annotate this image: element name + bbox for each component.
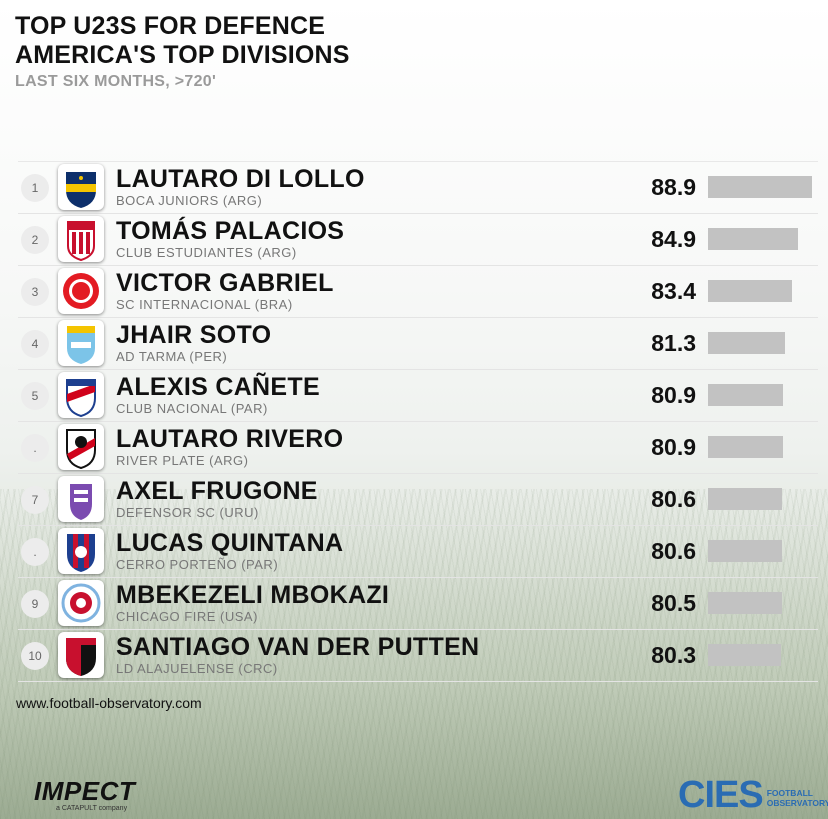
table-row: 3 VICTOR GABRIEL SC INTERNACIONAL (BRA) 83.… (18, 266, 818, 318)
impect-logo: IMPECT a CATAPULT company (34, 776, 135, 812)
score-bar (708, 228, 798, 250)
bar-track (708, 280, 812, 302)
score-bar (708, 644, 782, 666)
footer-url[interactable]: www.football-observatory.com (16, 695, 202, 711)
bar-track (708, 644, 812, 666)
table-row: 1 LAUTARO DI LOLLO BOCA JUNIORS (ARG) 88.9 (18, 161, 818, 214)
rank-badge: . (21, 434, 49, 462)
score-bar (708, 176, 812, 198)
alajuelense-crest-icon (58, 632, 104, 678)
bar-track (708, 332, 812, 354)
rank-badge: 9 (21, 590, 49, 618)
score-bar (708, 488, 783, 510)
cies-logo: CIES FOOTBALL OBSERVATORY (678, 776, 828, 814)
club-name: AD TARMA (PER) (116, 349, 228, 364)
table-row: 5 ALEXIS CAÑETE CLUB NACIONAL (PAR) 80.9 (18, 370, 818, 422)
bar-track (708, 176, 812, 198)
grass-background (0, 489, 828, 819)
impect-tagline: a CATAPULT company (56, 805, 128, 812)
score-value: 80.5 (651, 590, 696, 616)
table-row: 7 AXEL FRUGONE DEFENSOR SC (URU) 80.6 (18, 474, 818, 526)
rank-badge: 1 (21, 174, 49, 202)
table-row: 4 JHAIR SOTO AD TARMA (PER) 81.3 (18, 318, 818, 370)
score-value: 88.9 (651, 174, 696, 200)
table-row: 10 SANTIAGO VAN DER PUTTEN LD ALAJUELENSE … (18, 630, 818, 682)
bar-track (708, 436, 812, 458)
player-name: LAUTARO RIVERO (116, 425, 344, 453)
boca-juniors-crest-icon (58, 164, 104, 210)
score-value: 80.6 (651, 486, 696, 512)
table-row: 2 TOMÁS PALACIOS CLUB ESTUDIANTES (ARG) 84.… (18, 214, 818, 266)
club-name: LD ALAJUELENSE (CRC) (116, 661, 278, 676)
score-bar (708, 280, 793, 302)
internacional-crest-icon (58, 268, 104, 314)
score-bar (708, 384, 784, 406)
score-value: 81.3 (651, 330, 696, 356)
club-name: RIVER PLATE (ARG) (116, 453, 249, 468)
chicago-fire-crest-icon (58, 580, 104, 626)
rank-badge: 5 (21, 382, 49, 410)
ad-tarma-crest-icon (58, 320, 104, 366)
player-name: TOMÁS PALACIOS (116, 217, 345, 245)
cies-tagline-line1: FOOTBALL (766, 788, 813, 798)
rank-badge: 3 (21, 278, 49, 306)
chart-title-line2: AMERICA'S TOP DIVISIONS (15, 41, 350, 69)
ranking-table: 1 LAUTARO DI LOLLO BOCA JUNIORS (ARG) 88.9 2… (18, 161, 818, 682)
player-name: ALEXIS CAÑETE (116, 373, 320, 401)
club-name: CLUB ESTUDIANTES (ARG) (116, 245, 297, 260)
club-name: DEFENSOR SC (URU) (116, 505, 259, 520)
club-name: BOCA JUNIORS (ARG) (116, 193, 263, 208)
cies-tagline: FOOTBALL OBSERVATORY (767, 788, 828, 808)
player-name: LUCAS QUINTANA (116, 529, 344, 557)
score-bar (708, 332, 785, 354)
bar-track (708, 592, 812, 614)
rank-badge: 4 (21, 330, 49, 358)
club-name: CLUB NACIONAL (PAR) (116, 401, 268, 416)
score-value: 84.9 (651, 226, 696, 252)
club-name: CERRO PORTEÑO (PAR) (116, 557, 279, 572)
cerro-porteno-crest-icon (58, 528, 104, 574)
chart-subtitle: LAST SIX MONTHS, >720' (15, 73, 217, 90)
rank-badge: 10 (21, 642, 49, 670)
player-name: LAUTARO DI LOLLO (116, 165, 365, 193)
score-bar (708, 592, 782, 614)
player-name: VICTOR GABRIEL (116, 269, 334, 297)
player-name: SANTIAGO VAN DER PUTTEN (116, 633, 480, 661)
club-nacional-crest-icon (58, 372, 104, 418)
bar-track (708, 384, 812, 406)
player-name: JHAIR SOTO (116, 321, 272, 349)
bar-track (708, 228, 812, 250)
score-value: 80.6 (651, 538, 696, 564)
player-name: MBEKEZELI MBOKAZI (116, 581, 390, 609)
bar-track (708, 488, 812, 510)
club-name: SC INTERNACIONAL (BRA) (116, 297, 293, 312)
score-bar (708, 540, 783, 562)
table-row: . LAUTARO RIVERO RIVER PLATE (ARG) 80.9 (18, 422, 818, 474)
chart-title-line1: TOP U23S FOR DEFENCE (15, 12, 326, 40)
defensor-sc-crest-icon (58, 476, 104, 522)
score-value: 80.9 (651, 434, 696, 460)
score-bar (708, 436, 784, 458)
score-value: 80.3 (651, 642, 696, 668)
player-name: AXEL FRUGONE (116, 477, 318, 505)
estudiantes-crest-icon (58, 216, 104, 262)
rank-badge: 2 (21, 226, 49, 254)
table-row: 9 MBEKEZELI MBOKAZI CHICAGO FIRE (USA) 80.5 (18, 578, 818, 630)
chart-header: TOP U23S FOR DEFENCE AMERICA'S TOP DIVIS… (15, 12, 350, 91)
cies-logo-word: CIES (678, 774, 764, 816)
rank-badge: 7 (21, 486, 49, 514)
club-name: CHICAGO FIRE (USA) (116, 609, 258, 624)
impect-logo-word: IMPECT (34, 776, 136, 806)
cies-tagline-line2: OBSERVATORY (766, 798, 828, 808)
bar-track (708, 540, 812, 562)
table-row: . LUCAS QUINTANA CERRO PORTEÑO (PAR) 80.6 (18, 526, 818, 578)
rank-badge: . (21, 538, 49, 566)
score-value: 80.9 (651, 382, 696, 408)
score-value: 83.4 (651, 278, 696, 304)
river-plate-crest-icon (58, 424, 104, 470)
